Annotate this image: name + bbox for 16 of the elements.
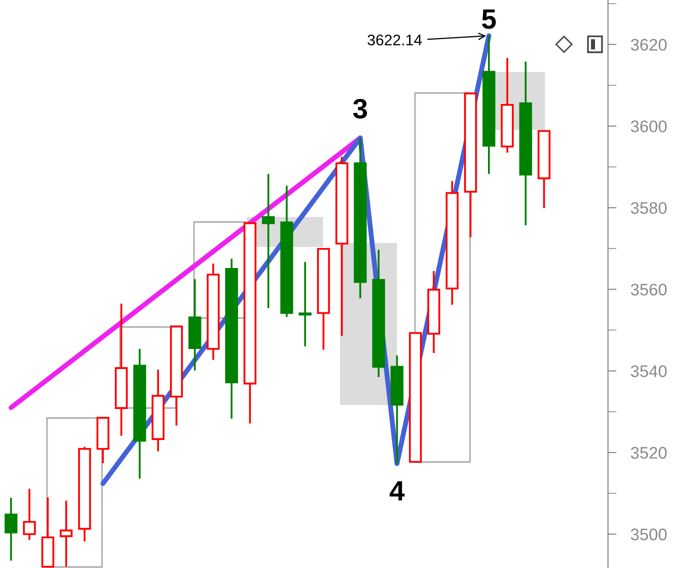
y-tick-label: 3560 xyxy=(630,284,667,296)
y-tick-label: 3540 xyxy=(630,365,667,378)
y-tick-label: 3520 xyxy=(630,446,667,459)
annotation: 4 xyxy=(390,481,405,500)
y-tick-label: 3500 xyxy=(630,528,667,540)
y-tick-label: 3620 xyxy=(630,38,667,51)
candlestick xyxy=(298,261,312,348)
y-tick-label: 3600 xyxy=(630,120,667,132)
y-tick-label: 3580 xyxy=(630,202,667,214)
annotation: 5 xyxy=(482,9,496,29)
annotation: 3622.14 xyxy=(368,34,422,46)
candlestick xyxy=(4,496,18,562)
candlestick xyxy=(60,500,73,568)
annotation: 3 xyxy=(353,98,367,119)
candlestick xyxy=(22,488,36,541)
candlestick xyxy=(262,172,275,309)
